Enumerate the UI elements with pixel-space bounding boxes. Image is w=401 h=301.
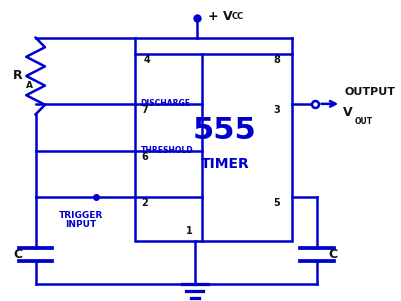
Text: 2: 2 xyxy=(142,198,148,208)
Text: 8: 8 xyxy=(273,55,280,65)
Text: TIMER: TIMER xyxy=(200,157,249,171)
Text: 3: 3 xyxy=(273,105,280,115)
Text: OUT: OUT xyxy=(354,117,373,126)
Text: INPUT: INPUT xyxy=(65,220,96,229)
Text: A: A xyxy=(26,81,32,90)
Text: 6: 6 xyxy=(142,151,148,162)
Text: C: C xyxy=(328,248,337,261)
Text: 1: 1 xyxy=(186,226,192,236)
Text: TRIGGER: TRIGGER xyxy=(59,211,103,220)
Text: R: R xyxy=(13,69,23,82)
Text: 7: 7 xyxy=(142,105,148,115)
Bar xyxy=(135,54,292,241)
Text: 5: 5 xyxy=(273,198,280,208)
Text: DISCHARGE: DISCHARGE xyxy=(141,99,190,108)
Text: + V: + V xyxy=(208,10,233,23)
Text: 4: 4 xyxy=(144,55,150,65)
Text: THRESHOLD: THRESHOLD xyxy=(141,146,193,155)
Text: C: C xyxy=(13,248,22,261)
Text: V: V xyxy=(343,106,352,119)
Text: 555: 555 xyxy=(193,116,257,145)
Text: CC: CC xyxy=(232,12,244,21)
Text: OUTPUT: OUTPUT xyxy=(345,87,396,97)
